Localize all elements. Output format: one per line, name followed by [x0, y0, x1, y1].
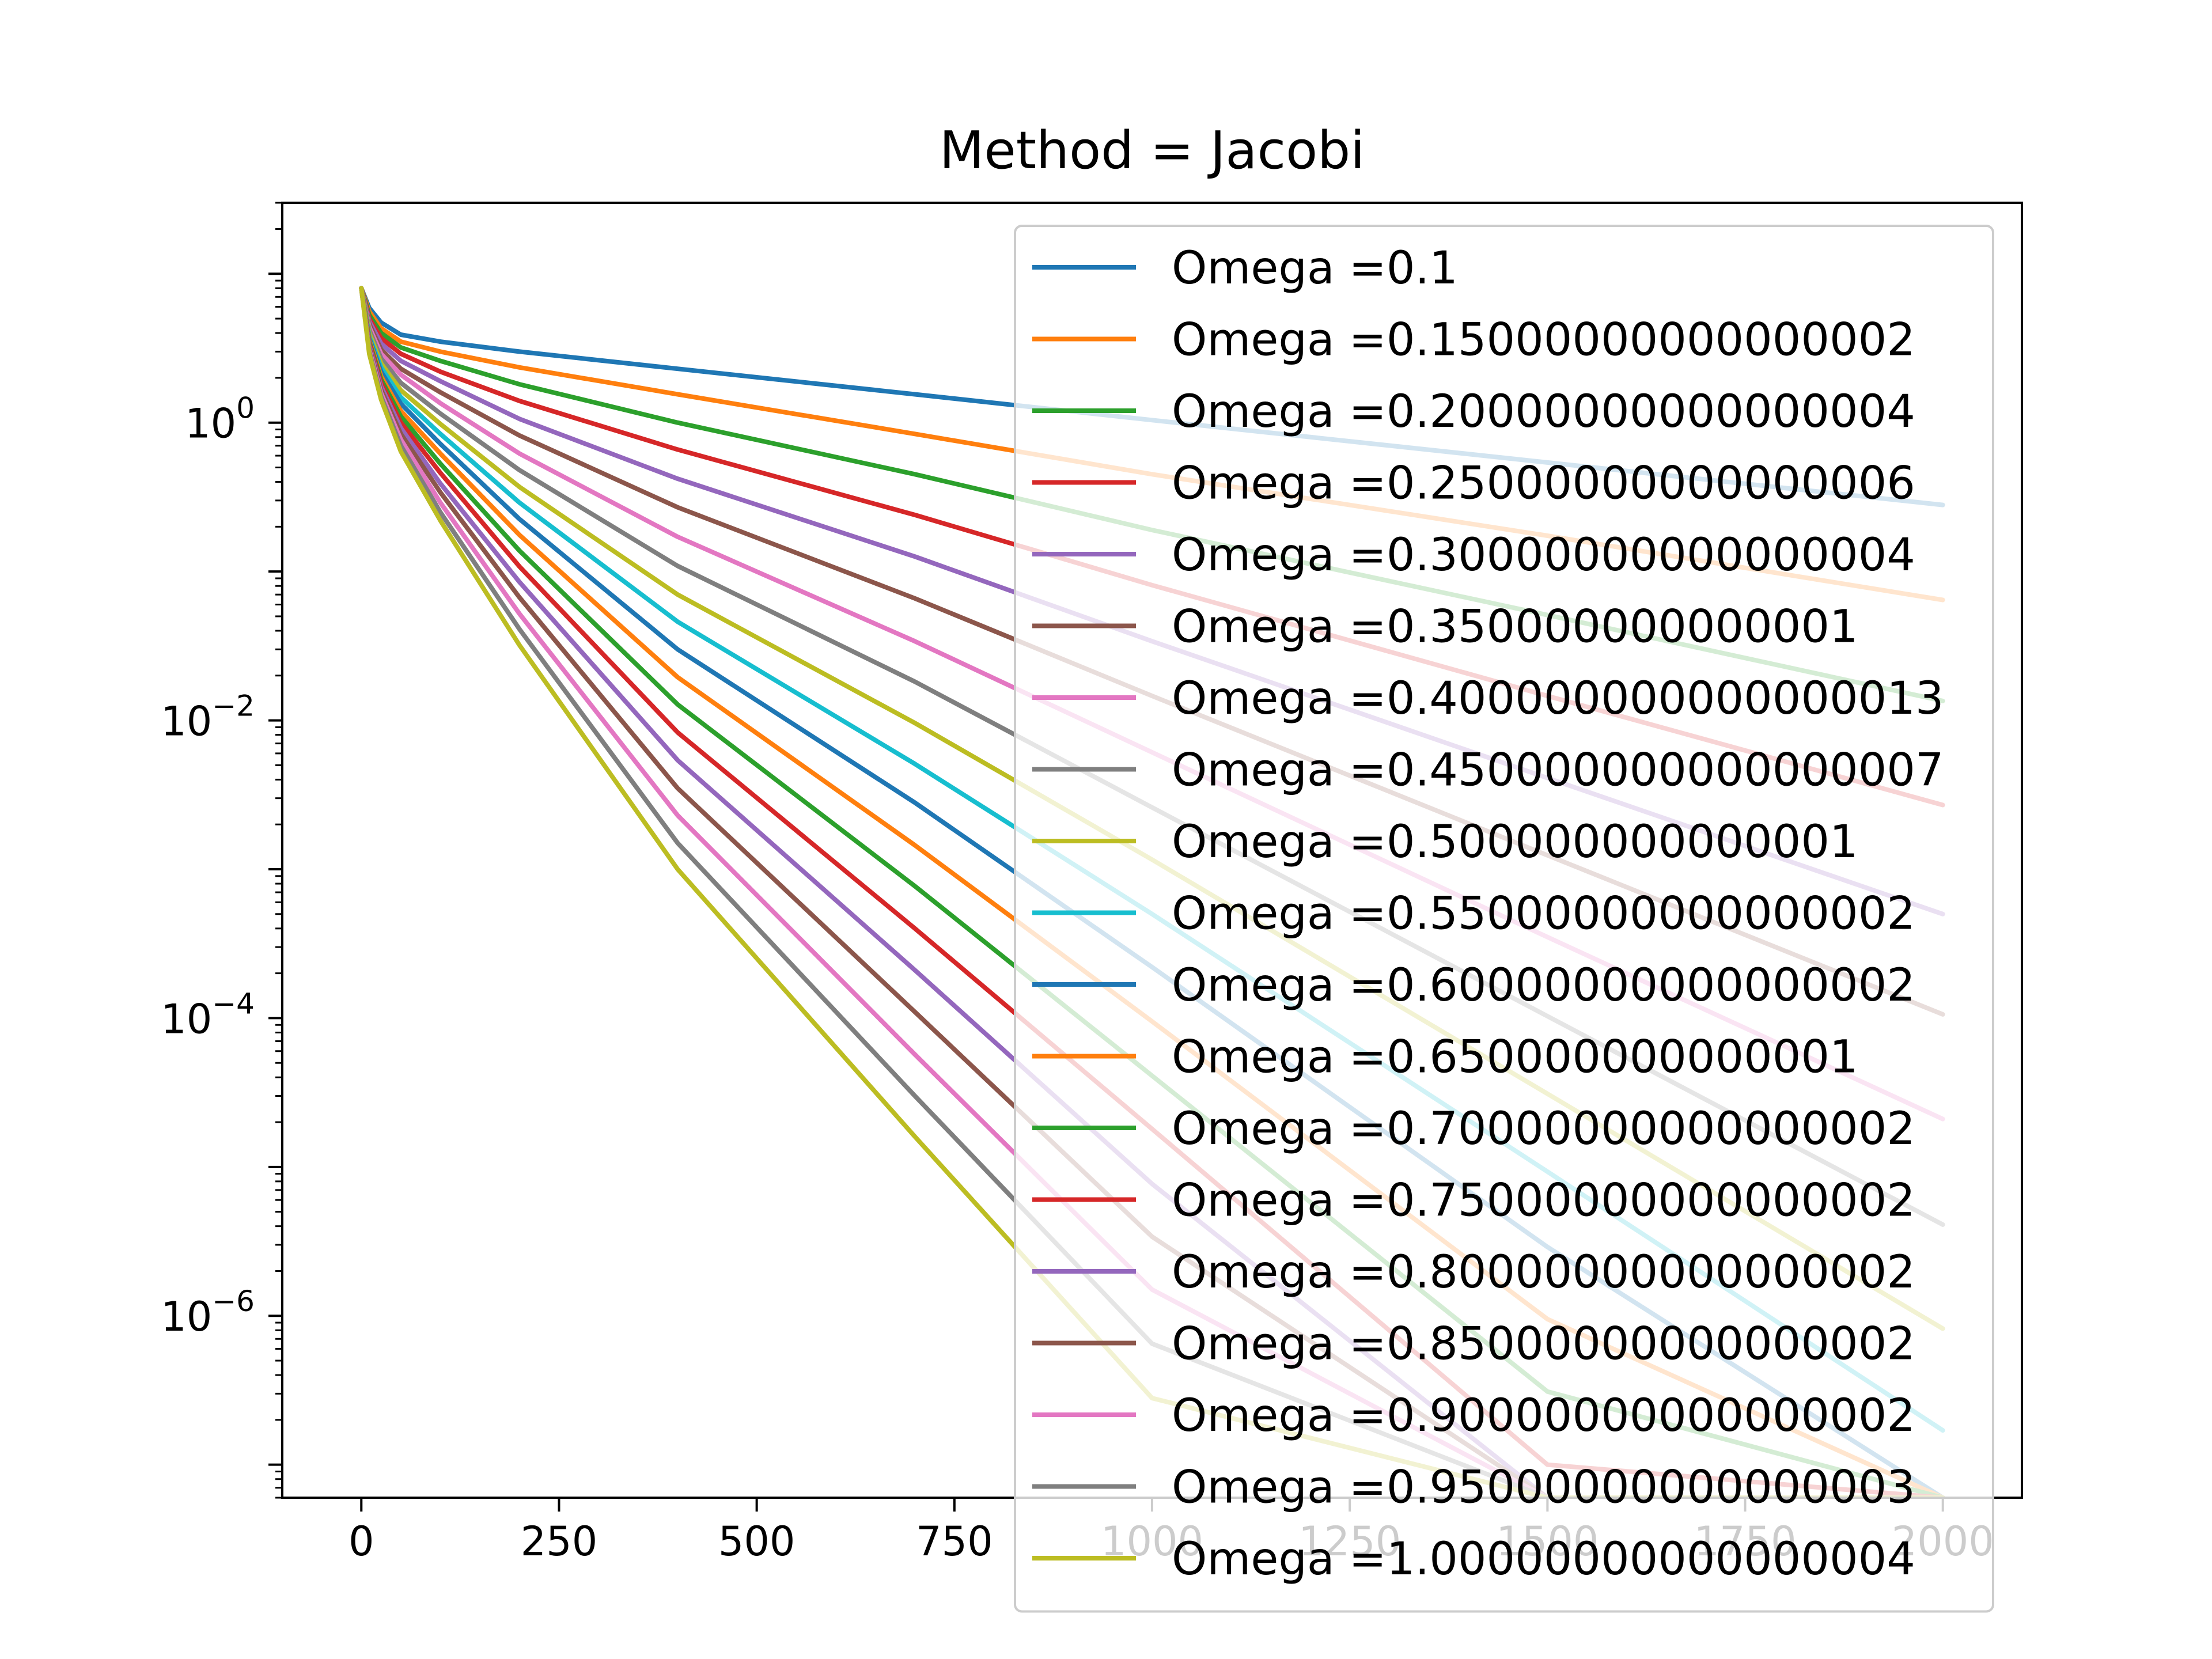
x-tick-label: 750 — [916, 1518, 993, 1565]
legend-label: Omega =0.60000000000000002 — [1172, 960, 1915, 1012]
x-tick-label: 500 — [718, 1518, 796, 1565]
legend-label: Omega =0.95000000000000003 — [1172, 1462, 1915, 1514]
x-tick-label: 0 — [349, 1518, 374, 1565]
legend-label: Omega =0.30000000000000004 — [1172, 529, 1915, 581]
legend-box — [1014, 225, 1994, 1613]
legend-label: Omega =0.90000000000000002 — [1172, 1390, 1915, 1442]
legend-label: Omega =0.85000000000000002 — [1172, 1319, 1915, 1370]
legend-label: Omega =1.00000000000000004 — [1172, 1533, 1915, 1585]
y-tick-label: 10−6 — [161, 1285, 255, 1340]
legend-label: Omega =0.15000000000000002 — [1172, 315, 1915, 366]
legend-label: Omega =0.1 — [1172, 243, 1458, 294]
y-tick-label: 10−4 — [161, 987, 255, 1043]
x-tick-label: 250 — [521, 1518, 598, 1565]
legend-label: Omega =0.70000000000000002 — [1172, 1103, 1915, 1155]
y-tick-label: 100 — [185, 392, 255, 448]
y-tick-label: 10−2 — [161, 690, 255, 745]
legend-label: Omega =0.650000000000001 — [1172, 1032, 1858, 1084]
legend-label: Omega =0.350000000000001 — [1172, 601, 1858, 653]
chart-title: Method = Jacobi — [940, 120, 1365, 181]
legend-label: Omega =0.80000000000000002 — [1172, 1247, 1915, 1298]
legend-label: Omega =0.500000000000001 — [1172, 816, 1858, 868]
legend-label: Omega =0.450000000000000007 — [1172, 745, 1944, 797]
legend-label: Omega =0.20000000000000004 — [1172, 386, 1915, 438]
y-axis: 100 10−2 10−4 10−6 — [161, 202, 282, 1499]
legend-label: Omega =0.55000000000000002 — [1172, 888, 1915, 940]
legend: Omega =0.1 Omega =0.15000000000000002 Omeg… — [1014, 225, 1994, 1613]
legend-label: Omega =0.400000000000000013 — [1172, 673, 1944, 725]
legend-label: Omega =0.75000000000000002 — [1172, 1175, 1915, 1227]
legend-label: Omega =0.25000000000000006 — [1172, 458, 1915, 510]
